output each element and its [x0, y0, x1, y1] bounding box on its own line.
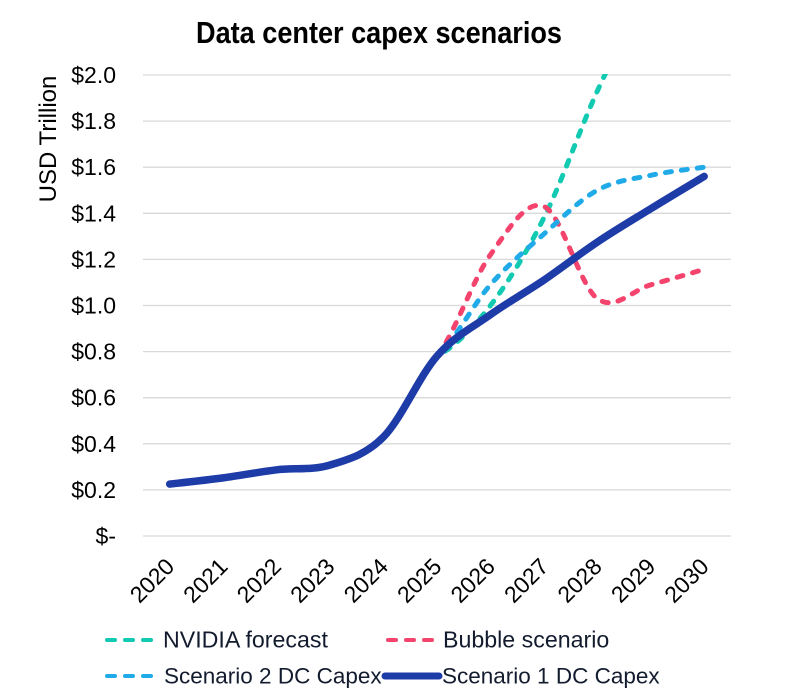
- svg-text:$0.4: $0.4: [71, 431, 116, 457]
- svg-text:$0.2: $0.2: [71, 477, 116, 503]
- svg-text:$1.6: $1.6: [71, 154, 116, 180]
- svg-text:USD Trillion: USD Trillion: [35, 76, 62, 203]
- svg-text:Bubble scenario: Bubble scenario: [443, 627, 609, 653]
- svg-text:$1.8: $1.8: [71, 108, 116, 134]
- svg-text:$1.4: $1.4: [71, 200, 116, 226]
- svg-text:Scenario 1 DC Capex: Scenario 1 DC Capex: [442, 664, 660, 689]
- svg-text:NVIDIA forecast: NVIDIA forecast: [163, 627, 329, 653]
- svg-text:Scenario 2 DC Capex: Scenario 2 DC Capex: [164, 664, 382, 689]
- svg-text:$0.6: $0.6: [71, 385, 116, 411]
- svg-text:$1.2: $1.2: [71, 246, 116, 272]
- svg-text:$1.0: $1.0: [71, 293, 116, 319]
- svg-text:Data center capex scenarios: Data center capex scenarios: [196, 15, 562, 50]
- svg-text:$2.0: $2.0: [71, 62, 116, 88]
- svg-text:$0.8: $0.8: [71, 339, 116, 365]
- svg-text:$-: $-: [96, 523, 116, 549]
